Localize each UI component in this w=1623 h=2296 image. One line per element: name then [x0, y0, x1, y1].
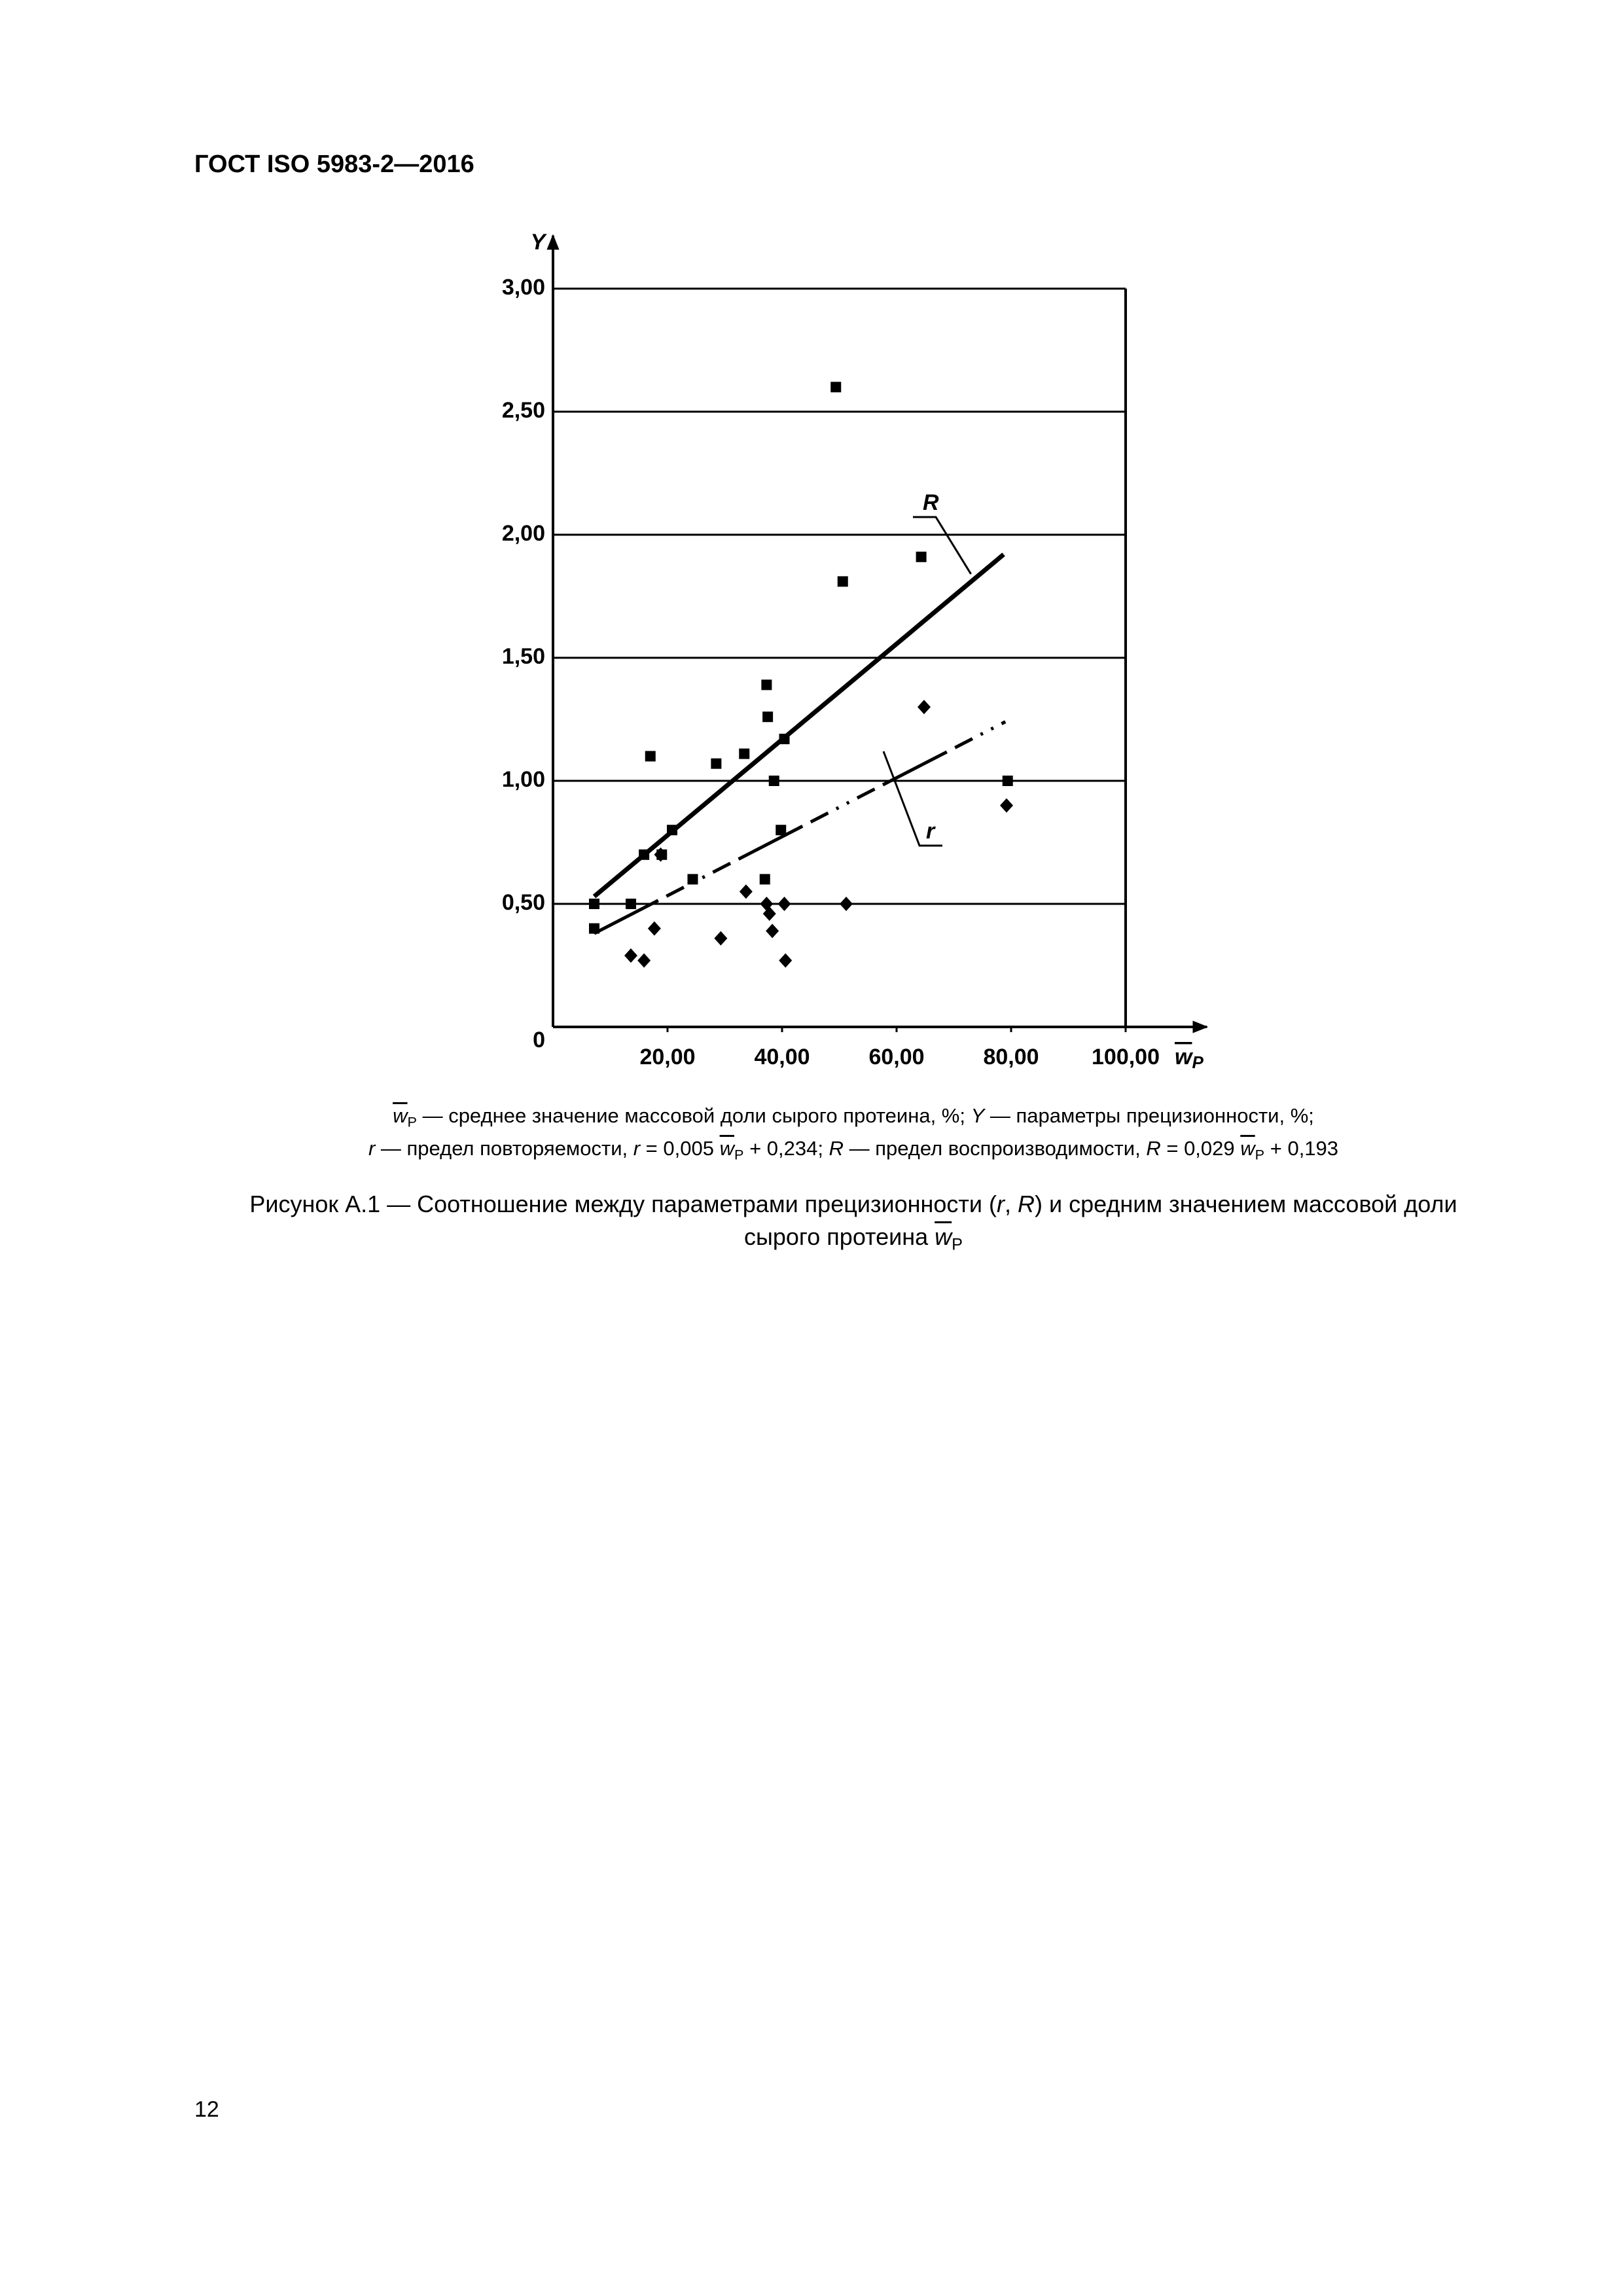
y-tick-label: 3,00	[502, 275, 545, 300]
point-diamond	[739, 884, 753, 899]
text-line: сырого протеина wP	[0, 1221, 1623, 1261]
x-axis-label: wP	[1175, 1045, 1204, 1072]
point-diamond	[637, 953, 651, 968]
line-label: R	[923, 490, 939, 515]
point-diamond	[1000, 798, 1013, 813]
y-tick-label: 0,50	[502, 890, 545, 915]
text-segment: R	[1017, 1191, 1035, 1217]
text-segment: ) и средним значением массовой доли	[1034, 1191, 1457, 1217]
y-axis-label: Y	[531, 230, 548, 255]
text-segment: P	[952, 1235, 963, 1254]
point-square	[762, 711, 774, 723]
text-segment: w	[935, 1223, 952, 1250]
fit-line	[593, 720, 1007, 935]
point-diamond	[777, 897, 791, 911]
text-segment: = 0,005	[640, 1136, 720, 1160]
x-tick-label: 100,00	[1092, 1045, 1160, 1069]
y-tick-label: 0	[533, 1028, 545, 1052]
point-diamond	[624, 948, 637, 963]
point-square	[916, 551, 927, 562]
point-diamond	[647, 921, 661, 936]
fit-line	[592, 552, 1005, 899]
text-line: Рисунок А.1 — Соотношение между параметр…	[0, 1188, 1623, 1221]
point-square	[687, 874, 698, 885]
point-diamond	[840, 897, 853, 911]
text-segment: r	[996, 1191, 1005, 1217]
point-diamond	[762, 906, 776, 922]
line-label: r	[926, 819, 936, 844]
leader	[913, 516, 972, 575]
text-line: r — предел повторяемости, r = 0,005 wP +…	[0, 1136, 1623, 1168]
text-segment: R	[829, 1136, 844, 1160]
doc-title: ГОСТ ISO 5983-2—2016	[194, 151, 474, 178]
y-tick-label: 2,00	[502, 521, 545, 546]
x-tick-label: 60,00	[868, 1045, 924, 1069]
point-diamond	[918, 700, 931, 715]
point-square	[589, 899, 599, 909]
point-square	[645, 751, 656, 762]
point-square	[759, 874, 770, 885]
point-square	[830, 382, 842, 393]
point-diamond	[779, 953, 793, 968]
figure-caption: Рисунок А.1 — Соотношение между параметр…	[0, 1188, 1623, 1261]
text-segment: + 0,193	[1264, 1136, 1339, 1160]
point-square	[739, 748, 750, 759]
y-tick-label: 1,00	[502, 767, 545, 792]
text-segment: P	[734, 1146, 744, 1162]
text-segment: r	[633, 1136, 641, 1160]
legend: wP — среднее значение массовой доли сыро…	[0, 1103, 1623, 1168]
text-segment: P	[407, 1113, 417, 1130]
chart: 0 0,50 1,00 1,50 2,00 2,50 3,00 20,00 40,00 60,00…	[502, 230, 1209, 1072]
text-line: wP — среднее значение массовой доли сыро…	[0, 1103, 1623, 1136]
x-tick-label: 20,00	[639, 1045, 695, 1069]
y-tick-label: 1,50	[502, 644, 545, 669]
text-segment: ,	[1004, 1191, 1018, 1217]
point-square	[1002, 776, 1013, 786]
text-segment: — предел воспроизводимости,	[843, 1136, 1147, 1160]
text-segment: = 0,029	[1160, 1136, 1241, 1160]
text-segment: — среднее значение массовой доли сырого …	[416, 1104, 971, 1127]
point-square	[776, 825, 787, 836]
x-tick-label: 80,00	[983, 1045, 1039, 1069]
text-segment: w	[1240, 1136, 1255, 1160]
x-tick-label: 40,00	[754, 1045, 810, 1069]
point-square	[626, 899, 636, 909]
point-square	[768, 776, 779, 786]
page-number: 12	[194, 2097, 219, 2122]
text-segment: — предел повторяемости,	[375, 1136, 633, 1160]
point-diamond	[654, 847, 668, 862]
x-axis-label-sub: P	[1192, 1052, 1204, 1072]
x-axis-label-symbol: w	[1175, 1045, 1194, 1069]
point-square	[837, 576, 848, 587]
point-diamond	[714, 931, 728, 946]
point-square	[711, 758, 722, 769]
text-segment: R	[1146, 1136, 1161, 1160]
text-segment: Рисунок А.1 — Соотношение между параметр…	[249, 1191, 997, 1217]
point-diamond	[766, 924, 779, 939]
text-segment: w	[719, 1136, 734, 1160]
text-segment: P	[1255, 1146, 1265, 1162]
leader	[882, 751, 942, 847]
text-segment: + 0,234;	[743, 1136, 829, 1160]
text-segment: Y	[971, 1104, 985, 1127]
text-segment: r	[368, 1136, 376, 1160]
text-segment: сырого протеина	[744, 1223, 935, 1250]
y-tick-label: 2,50	[502, 398, 545, 423]
text-segment: — параметры прецизионности, %;	[984, 1104, 1314, 1127]
point-square	[761, 679, 772, 691]
text-segment: w	[393, 1104, 408, 1127]
